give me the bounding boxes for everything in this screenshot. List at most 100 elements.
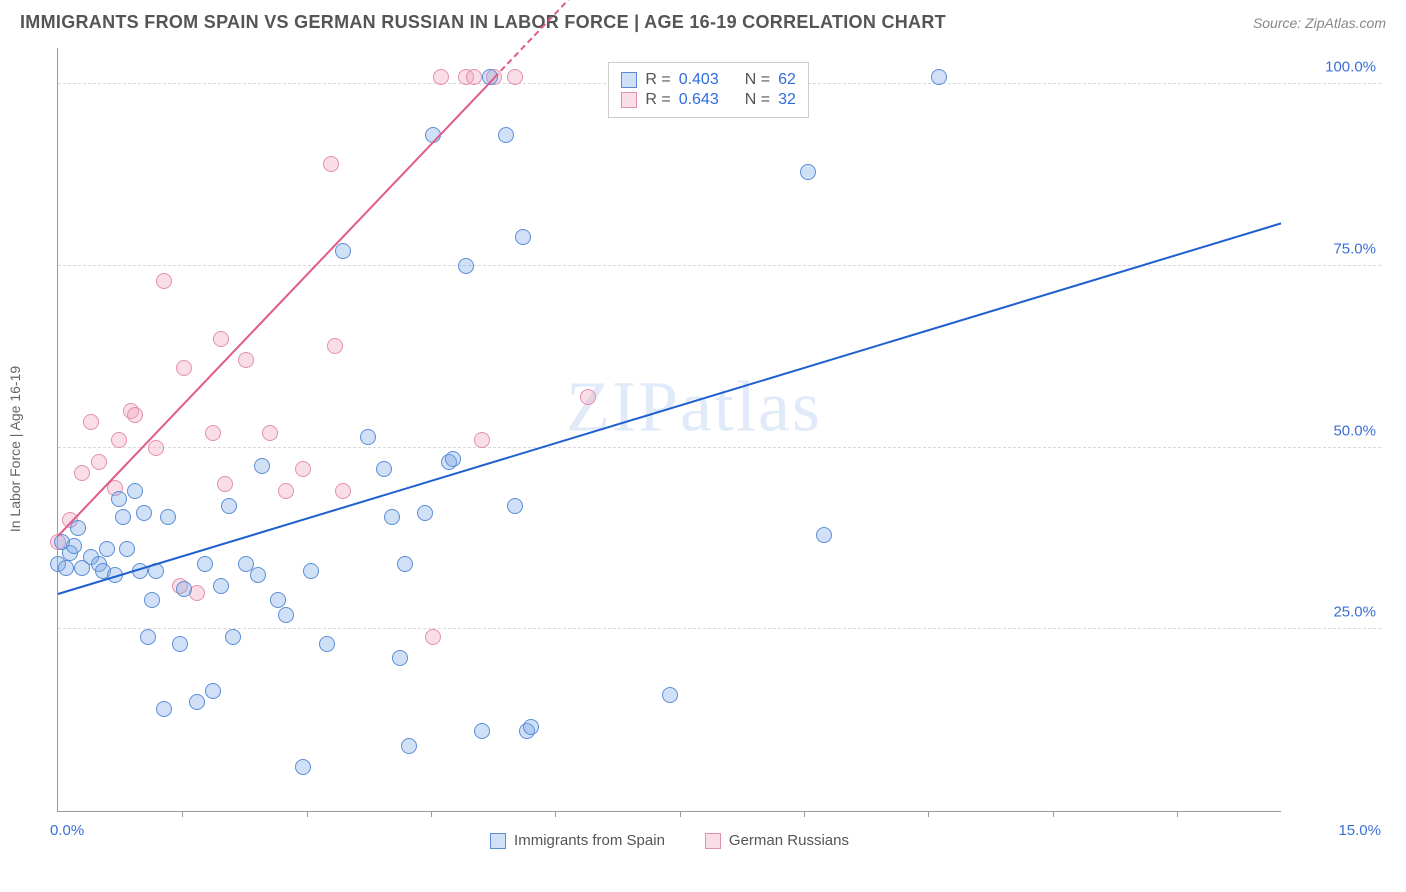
scatter-point-spain xyxy=(213,578,229,594)
scatter-point-spain xyxy=(816,527,832,543)
gridline xyxy=(58,447,1381,448)
chart-header: IMMIGRANTS FROM SPAIN VS GERMAN RUSSIAN … xyxy=(0,0,1406,41)
scatter-point-spain xyxy=(144,592,160,608)
x-tick xyxy=(431,811,432,817)
scatter-point-spain xyxy=(384,509,400,525)
x-tick xyxy=(307,811,308,817)
scatter-point-spain xyxy=(156,701,172,717)
legend-row: R = 0.403 N = 62 xyxy=(621,71,796,89)
scatter-point-spain xyxy=(498,127,514,143)
scatter-point-german xyxy=(176,360,192,376)
scatter-point-german xyxy=(217,476,233,492)
legend-item-label: German Russians xyxy=(729,832,849,849)
scatter-point-spain xyxy=(115,509,131,525)
scatter-point-spain xyxy=(474,723,490,739)
scatter-point-spain xyxy=(111,491,127,507)
scatter-point-spain xyxy=(197,556,213,572)
watermark-text: ZIPatlas xyxy=(566,365,822,448)
scatter-point-spain xyxy=(221,498,237,514)
scatter-point-spain xyxy=(662,687,678,703)
regression-line xyxy=(58,222,1282,595)
gridline xyxy=(58,628,1381,629)
legend-item-label: Immigrants from Spain xyxy=(514,832,665,849)
scatter-point-spain xyxy=(127,483,143,499)
scatter-point-spain xyxy=(254,458,270,474)
x-tick xyxy=(1177,811,1178,817)
source-attribution: Source: ZipAtlas.com xyxy=(1253,15,1386,31)
legend-row: R =0.643N =32 xyxy=(621,91,796,109)
scatter-point-spain xyxy=(172,636,188,652)
scatter-point-spain xyxy=(205,683,221,699)
scatter-point-spain xyxy=(401,738,417,754)
scatter-point-german xyxy=(148,440,164,456)
x-tick xyxy=(182,811,183,817)
scatter-point-spain xyxy=(225,629,241,645)
scatter-point-german xyxy=(295,461,311,477)
y-tick-label: 50.0% xyxy=(1333,422,1376,439)
scatter-point-german xyxy=(111,432,127,448)
scatter-point-german xyxy=(474,432,490,448)
scatter-point-german xyxy=(238,352,254,368)
x-tick xyxy=(928,811,929,817)
legend-swatch-spain xyxy=(490,833,506,849)
scatter-point-spain xyxy=(160,509,176,525)
scatter-point-german xyxy=(335,483,351,499)
scatter-point-spain xyxy=(515,229,531,245)
legend-swatch-german xyxy=(621,92,637,108)
y-axis-label: In Labor Force | Age 16-19 xyxy=(7,366,23,532)
scatter-point-german xyxy=(205,425,221,441)
legend-swatch-spain xyxy=(621,72,637,88)
scatter-point-german xyxy=(213,331,229,347)
legend-r-label: R = xyxy=(645,91,670,109)
gridline xyxy=(58,265,1381,266)
scatter-point-spain xyxy=(66,538,82,554)
legend-n-label: N = xyxy=(745,71,770,89)
scatter-point-german xyxy=(327,338,343,354)
legend-n-value: 32 xyxy=(778,91,796,109)
scatter-point-german xyxy=(74,465,90,481)
scatter-point-spain xyxy=(376,461,392,477)
legend-r-value: 0.643 xyxy=(679,91,719,109)
legend-item-german: German Russians xyxy=(705,832,849,849)
series-legend: Immigrants from Spain German Russians xyxy=(58,832,1281,849)
legend-item-spain: Immigrants from Spain xyxy=(490,832,665,849)
scatter-point-spain xyxy=(507,498,523,514)
legend-swatch-german xyxy=(705,833,721,849)
scatter-point-german xyxy=(262,425,278,441)
scatter-point-spain xyxy=(360,429,376,445)
x-tick xyxy=(555,811,556,817)
scatter-point-spain xyxy=(136,505,152,521)
scatter-point-spain xyxy=(176,581,192,597)
scatter-point-german xyxy=(507,69,523,85)
correlation-legend: R =0.403N =62R =0.643N =32 xyxy=(608,62,809,118)
legend-r-label: R = xyxy=(645,71,670,89)
y-tick-label: 75.0% xyxy=(1333,241,1376,258)
plot-area: ZIPatlas 25.0%50.0%75.0%100.0%0.0%15.0%R… xyxy=(57,48,1281,812)
chart-container: In Labor Force | Age 16-19 ZIPatlas 25.0… xyxy=(25,48,1381,850)
legend-r-value: 0.403 xyxy=(679,71,719,89)
scatter-point-german xyxy=(323,156,339,172)
legend-n-value: 62 xyxy=(778,71,796,89)
scatter-point-german xyxy=(156,273,172,289)
scatter-point-german xyxy=(433,69,449,85)
scatter-point-spain xyxy=(99,541,115,557)
regression-line xyxy=(57,77,495,536)
scatter-point-spain xyxy=(319,636,335,652)
scatter-point-spain xyxy=(250,567,266,583)
scatter-point-spain xyxy=(295,759,311,775)
scatter-point-spain xyxy=(58,560,74,576)
x-tick xyxy=(804,811,805,817)
scatter-point-spain xyxy=(523,719,539,735)
scatter-point-spain xyxy=(800,164,816,180)
scatter-point-spain xyxy=(392,650,408,666)
scatter-point-german xyxy=(91,454,107,470)
scatter-point-german xyxy=(83,414,99,430)
chart-title: IMMIGRANTS FROM SPAIN VS GERMAN RUSSIAN … xyxy=(20,12,946,33)
y-tick-label: 100.0% xyxy=(1325,59,1376,76)
scatter-point-spain xyxy=(458,258,474,274)
scatter-point-spain xyxy=(303,563,319,579)
x-tick xyxy=(1053,811,1054,817)
scatter-point-spain xyxy=(119,541,135,557)
scatter-point-spain xyxy=(335,243,351,259)
scatter-point-spain xyxy=(189,694,205,710)
